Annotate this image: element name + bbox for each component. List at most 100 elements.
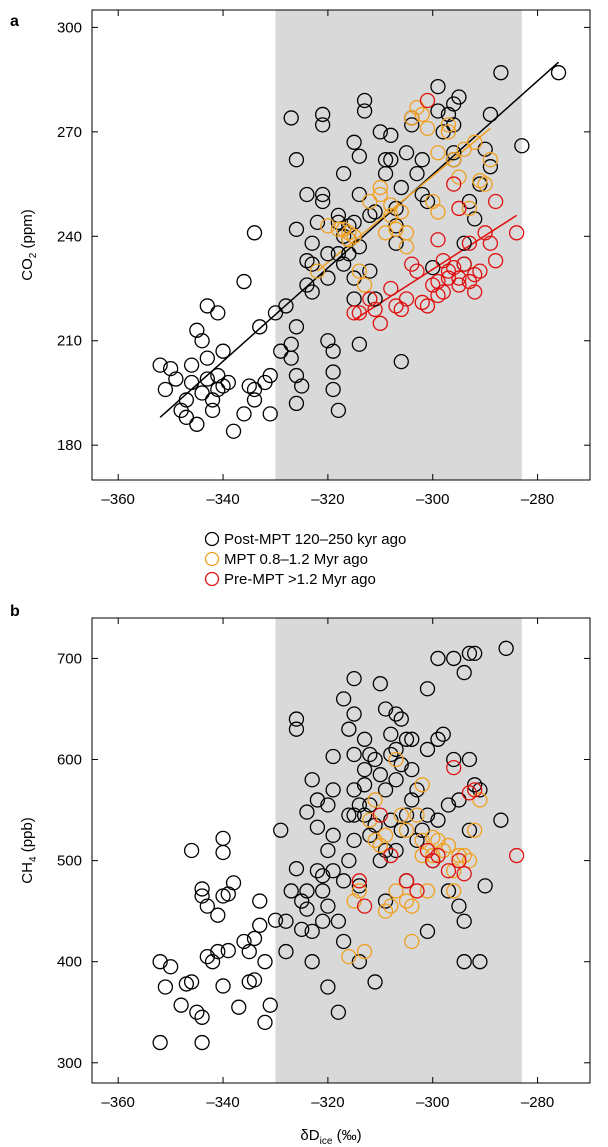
data-point bbox=[514, 138, 530, 154]
data-point bbox=[178, 409, 195, 425]
data-point bbox=[446, 759, 462, 776]
data-point bbox=[236, 406, 252, 422]
data-point bbox=[194, 1034, 210, 1051]
data-point bbox=[351, 239, 367, 255]
data-point bbox=[262, 406, 278, 422]
y-tick-label: 180 bbox=[57, 437, 82, 454]
data-point bbox=[304, 954, 320, 970]
data-point bbox=[351, 954, 367, 970]
panel-a-data-points bbox=[152, 65, 567, 439]
data-point bbox=[446, 145, 462, 161]
data-point bbox=[351, 878, 367, 894]
data-point bbox=[430, 145, 446, 161]
data-point bbox=[383, 197, 399, 213]
y-tick-label: 240 bbox=[57, 228, 82, 245]
data-point bbox=[335, 933, 352, 950]
data-point bbox=[414, 152, 430, 168]
data-point bbox=[419, 842, 436, 859]
data-point bbox=[351, 336, 367, 352]
data-point bbox=[346, 706, 362, 722]
data-point bbox=[320, 333, 336, 349]
panel-b-x-axis: –360 –340 –320 –300 –280 bbox=[102, 618, 554, 1111]
x-tick-label: –280 bbox=[521, 1094, 554, 1111]
data-point bbox=[372, 179, 388, 196]
data-point bbox=[204, 954, 221, 970]
data-point bbox=[330, 246, 347, 262]
data-point bbox=[372, 315, 388, 331]
data-point bbox=[288, 152, 305, 168]
data-point bbox=[430, 78, 446, 95]
panel-a-label: a bbox=[10, 13, 19, 30]
data-point bbox=[283, 336, 299, 352]
data-point bbox=[467, 777, 483, 793]
data-point bbox=[335, 165, 352, 182]
data-point bbox=[393, 756, 409, 773]
data-point bbox=[267, 912, 284, 928]
data-point bbox=[456, 256, 472, 272]
data-point bbox=[330, 221, 347, 237]
data-point bbox=[472, 263, 488, 279]
data-point bbox=[383, 127, 399, 143]
legend-marker bbox=[204, 531, 220, 547]
data-point bbox=[383, 812, 399, 828]
data-point bbox=[288, 319, 305, 335]
data-point bbox=[477, 141, 493, 157]
data-point bbox=[414, 777, 430, 793]
data-point bbox=[189, 1004, 205, 1020]
data-point bbox=[430, 232, 446, 248]
data-point bbox=[377, 165, 394, 182]
data-point bbox=[388, 298, 404, 314]
data-point bbox=[152, 954, 168, 970]
data-point bbox=[262, 367, 278, 384]
data-point bbox=[225, 875, 242, 891]
data-point bbox=[294, 921, 310, 937]
data-point bbox=[383, 898, 399, 914]
data-point bbox=[173, 997, 189, 1013]
data-point bbox=[388, 706, 404, 722]
data-point bbox=[404, 898, 420, 914]
data-point bbox=[367, 817, 383, 833]
data-point bbox=[330, 402, 347, 419]
data-point bbox=[461, 200, 478, 217]
data-point bbox=[304, 284, 320, 300]
panel-a-y-axis: 180 210 240 270 300 bbox=[57, 19, 590, 454]
data-point bbox=[409, 782, 425, 798]
data-point bbox=[252, 917, 268, 933]
y-tick-label: 400 bbox=[57, 954, 82, 971]
data-point bbox=[215, 378, 231, 394]
data-point bbox=[446, 863, 462, 879]
x-tick-label: –300 bbox=[416, 1094, 449, 1111]
data-point bbox=[398, 225, 415, 241]
data-point bbox=[194, 385, 210, 401]
data-point bbox=[398, 807, 415, 823]
data-point bbox=[451, 852, 467, 869]
data-point bbox=[467, 266, 483, 283]
data-point bbox=[388, 883, 404, 899]
data-point bbox=[315, 913, 331, 929]
data-point bbox=[246, 381, 263, 398]
data-point bbox=[461, 193, 478, 210]
data-point bbox=[362, 797, 378, 813]
data-point bbox=[388, 741, 404, 758]
data-point bbox=[383, 152, 399, 168]
data-point bbox=[398, 145, 415, 161]
data-point bbox=[393, 807, 409, 823]
legend: Post-MPT 120–250 kyr ago MPT 0.8–1.2 Myr … bbox=[204, 531, 406, 588]
data-point bbox=[199, 371, 215, 387]
data-point bbox=[183, 974, 200, 990]
data-point bbox=[456, 664, 472, 681]
data-point bbox=[456, 913, 472, 929]
data-point bbox=[315, 106, 331, 123]
data-point bbox=[388, 221, 404, 237]
x-tick-label: –360 bbox=[102, 1094, 135, 1111]
y-tick-label: 270 bbox=[57, 124, 82, 141]
data-point bbox=[425, 852, 441, 869]
data-point bbox=[346, 305, 362, 321]
data-point bbox=[372, 852, 388, 869]
data-point bbox=[325, 827, 341, 843]
data-point bbox=[446, 152, 462, 168]
data-point bbox=[252, 893, 268, 909]
data-point bbox=[440, 883, 457, 899]
data-point bbox=[362, 812, 378, 828]
data-point bbox=[220, 374, 236, 391]
